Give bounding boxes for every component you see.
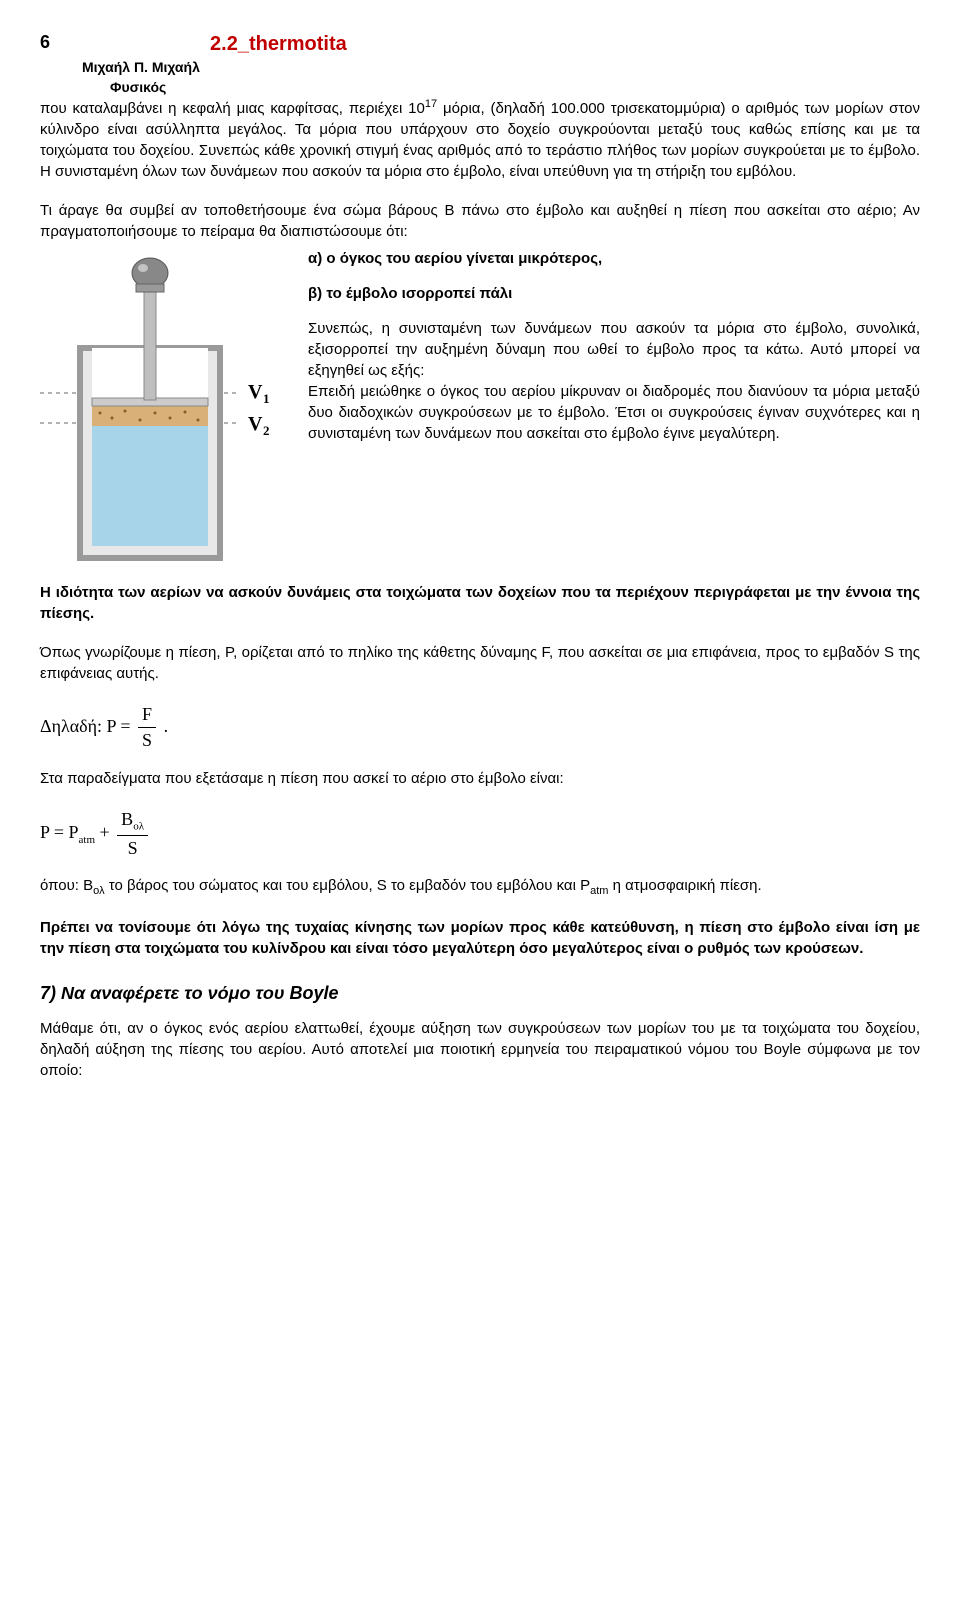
svg-text:V: V [248, 381, 263, 403]
page-header: 6 2.2_thermotita [40, 30, 920, 58]
paragraph-pressure-property: Η ιδιότητα των αερίων να ασκούν δυνάμεις… [40, 582, 920, 624]
piston-svg: V 1 V 2 [40, 248, 290, 568]
paragraph-boyle: Μάθαμε ότι, αν ο όγκος ενός αερίου ελαττ… [40, 1018, 920, 1081]
paragraph-examples: Στα παραδείγματα που εξετάσαμε η πίεση π… [40, 768, 920, 789]
paragraph-where: όπου: Βολ το βάρος του σώματος και του ε… [40, 875, 920, 899]
formula-p-fs: Δηλαδή: P = F S . [40, 702, 920, 753]
piston-section: Τι άραγε θα συμβεί αν τοποθετήσουμε ένα … [40, 200, 920, 582]
paragraph-emphasis: Πρέπει να τονίσουμε ότι λόγω της τυχαίας… [40, 917, 920, 959]
author-role: Φυσικός [110, 78, 920, 98]
paragraph-intro: που καταλαμβάνει η κεφαλή μιας καρφίτσας… [40, 97, 920, 182]
piston-figure: V 1 V 2 [40, 248, 290, 574]
paragraph-question: Τι άραγε θα συμβεί αν τοποθετήσουμε ένα … [40, 200, 920, 242]
svg-text:2: 2 [263, 423, 270, 438]
svg-text:1: 1 [263, 391, 270, 406]
formula-p-atm: P = Patm + Bολ S [40, 807, 920, 861]
paragraph-pressure-def: Όπως γνωρίζουμε η πίεση, P, ορίζεται από… [40, 642, 920, 684]
section-7-heading: 7) Να αναφέρετε το νόμο του Boyle [40, 981, 920, 1006]
document-title: 2.2_thermotita [210, 30, 920, 58]
author-block: Μιχαήλ Π. Μιχαήλ Φυσικός [82, 58, 920, 97]
page-number: 6 [40, 30, 50, 55]
svg-text:V: V [248, 413, 263, 435]
author-name: Μιχαήλ Π. Μιχαήλ [82, 58, 920, 78]
